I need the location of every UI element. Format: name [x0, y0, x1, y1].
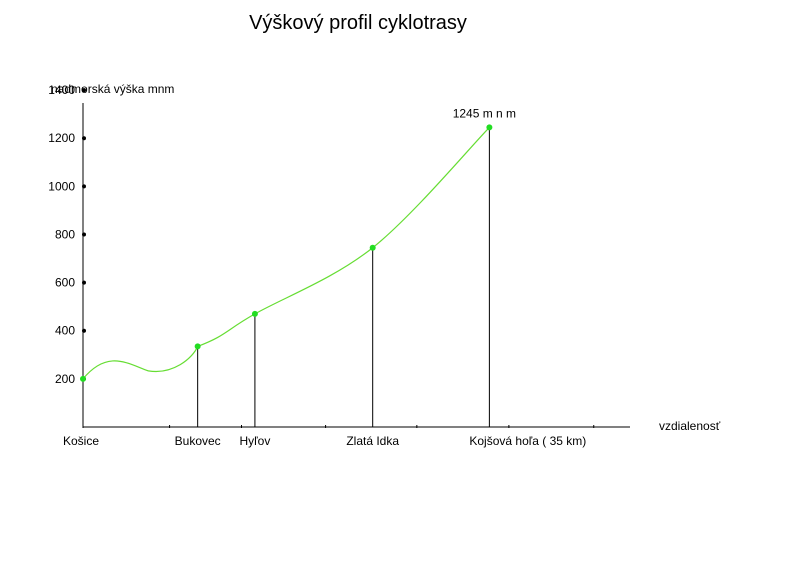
data-point [251, 310, 258, 317]
y-ticks: 200 400 600 800 1000 1200 1400 [48, 83, 86, 386]
y-tick-label: 1400 [48, 83, 75, 97]
y-tick-label: 1200 [48, 131, 75, 145]
location-labels: Košice Bukovec Hyľov Zlatá Idka Kojšová hoľa… [63, 434, 586, 448]
y-tick-label: 400 [55, 324, 75, 338]
data-point [486, 124, 493, 131]
data-point [369, 244, 376, 251]
peak-annotation: 1245 m n m [453, 106, 516, 120]
y-tick-dot [82, 136, 86, 141]
chart-title: Výškový profil cyklotrasy [249, 12, 467, 34]
x-axis-label: vzdialenosť [659, 419, 721, 433]
data-point [194, 343, 201, 350]
point-drop-lines [197, 127, 490, 427]
location-label: Hyľov [239, 434, 270, 448]
x-ticks [82, 425, 595, 428]
location-label: Košice [63, 434, 99, 448]
location-label: Bukovec [175, 434, 221, 448]
location-label: Zlatá Idka [346, 434, 399, 448]
y-tick-label: 1000 [48, 179, 75, 193]
location-label: Kojšová hoľa ( 35 km) [469, 434, 586, 448]
y-tick-dot [82, 328, 86, 333]
y-tick-dot [82, 232, 86, 237]
data-points [80, 124, 493, 382]
y-tick-label: 200 [55, 372, 75, 386]
data-point [80, 375, 86, 382]
elevation-line [82, 126, 490, 380]
y-tick-label: 800 [55, 227, 75, 241]
y-axis-label: nadmorská výška mnm [51, 82, 174, 96]
y-tick-label: 600 [55, 276, 75, 290]
y-tick-dot [82, 280, 86, 285]
y-tick-dot [82, 88, 86, 93]
y-tick-dot [82, 184, 86, 189]
